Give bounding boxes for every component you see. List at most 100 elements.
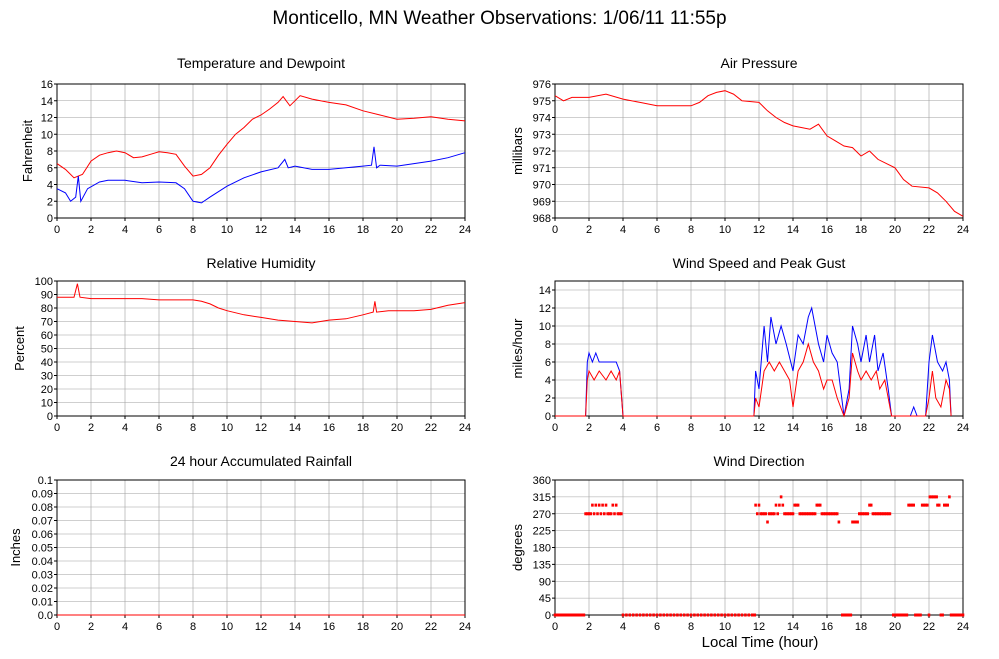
chart-5-series-0-point [817, 503, 820, 507]
chart-5-series-0-point [856, 520, 859, 524]
chart-5-x-tick-label: 20 [889, 621, 901, 633]
chart-3-series-1-line [555, 342, 952, 418]
chart-2-x-tick-label: 10 [221, 422, 233, 434]
chart-5-series-0-point [609, 512, 613, 516]
chart-5-series-0-point [682, 613, 686, 617]
chart-0-y-tick-label: 10 [41, 129, 53, 141]
chart-2-y-tick-label: 70 [41, 317, 53, 329]
chart-5-series-0-point [754, 503, 757, 507]
chart-1-y-tick-label: 969 [533, 196, 551, 208]
chart-5-series-0-point [604, 503, 608, 507]
chart-panel-1: 0 2 4 6 8 10 12 14 16 18 20 22 249689699709719729739… [510, 55, 969, 236]
chart-5-x-tick-label: 0 [552, 621, 558, 633]
chart-5-series-0-point [767, 512, 771, 516]
chart-1-x-tick-label: 18 [855, 224, 867, 236]
chart-5-series-0-point [631, 613, 635, 617]
chart-5-series-0-point [798, 512, 802, 516]
chart-3-x-tick-label: 12 [753, 422, 765, 434]
chart-5-series-0-point [783, 512, 786, 516]
chart-5-series-0-point [577, 613, 581, 617]
chart-5-series-0-point [791, 512, 795, 516]
chart-1-y-tick-label: 976 [533, 79, 551, 91]
chart-5-series-0-point [943, 503, 946, 507]
chart-5-series-0-point [897, 613, 900, 617]
chart-2-x-tick-label: 0 [54, 422, 60, 434]
chart-2-x-tick-label: 2 [88, 422, 94, 434]
chart-5-series-0-point [645, 613, 649, 617]
chart-4-x-tick-label: 12 [255, 621, 267, 633]
chart-5-series-0-point [941, 613, 944, 617]
chart-3-y-tick-label: 6 [545, 357, 551, 369]
chart-5-series-0-point [824, 512, 827, 516]
chart-5-series-0-point [920, 503, 924, 507]
chart-5-series-0-point [737, 613, 740, 617]
chart-3-x-tick-label: 22 [923, 422, 935, 434]
chart-3-title: Wind Speed and Peak Gust [673, 255, 846, 271]
chart-5-series-0-point [834, 512, 837, 516]
chart-1-x-tick-label: 20 [889, 224, 901, 236]
chart-5-series-0-point [648, 613, 652, 617]
chart-5-series-0-point [832, 512, 836, 516]
chart-5-series-0-point [703, 613, 706, 617]
chart-0-x-tick-label: 8 [190, 224, 196, 236]
chart-1-x-tick-label: 14 [787, 224, 799, 236]
chart-5-series-0-point [953, 613, 956, 617]
chart-5-series-0-point [584, 512, 587, 516]
chart-5-series-0-point [961, 613, 965, 617]
chart-5-title: Wind Direction [713, 453, 804, 469]
chart-5-series-0-point [866, 512, 870, 516]
chart-5-series-0-point [779, 495, 783, 499]
chart-5-series-0-point [608, 512, 611, 516]
chart-5-series-0-point [773, 512, 776, 516]
chart-5-series-0-point [569, 613, 572, 617]
chart-1-y-tick-label: 968 [533, 213, 551, 225]
chart-5-series-0-point [580, 613, 584, 617]
chart-1-x-tick-label: 6 [654, 224, 660, 236]
chart-5-series-0-point [586, 512, 589, 516]
chart-5-series-0-point [812, 512, 815, 516]
chart-5-series-0-point [756, 512, 759, 516]
x-axis-title: Local Time (hour) [701, 634, 819, 651]
chart-1-y-axis-label: millibars [510, 127, 525, 175]
chart-5-series-0-point [652, 613, 655, 617]
chart-5-series-0-point [620, 512, 623, 516]
chart-5-series-0-point [733, 613, 737, 617]
chart-5-series-0-point [565, 613, 569, 617]
chart-5-series-0-point [589, 512, 592, 516]
chart-5-series-0-point [915, 613, 919, 617]
chart-5-series-0-point [793, 503, 796, 507]
chart-0-x-tick-label: 24 [459, 224, 471, 236]
chart-5-x-tick-label: 2 [586, 621, 592, 633]
chart-0-y-tick-label: 12 [41, 113, 53, 125]
chart-4-y-tick-label: 0.08 [32, 502, 53, 514]
chart-5-series-0-point [917, 613, 921, 617]
chart-5-y-tick-label: 135 [533, 559, 551, 571]
chart-5-series-0-point [931, 495, 935, 499]
chart-5-series-0-point [818, 503, 822, 507]
chart-5-series-0-point [665, 613, 669, 617]
chart-5-series-0-point [727, 613, 730, 617]
chart-5-series-0-point [601, 503, 604, 507]
chart-4-x-tick-label: 0 [54, 621, 60, 633]
chart-4-x-tick-label: 4 [122, 621, 128, 633]
chart-3-x-tick-label: 14 [787, 422, 799, 434]
chart-0-y-tick-label: 2 [47, 196, 53, 208]
chart-5-x-tick-label: 6 [654, 621, 660, 633]
chart-2-y-tick-label: 30 [41, 371, 53, 383]
chart-5-series-0-point [912, 503, 915, 507]
chart-0-x-tick-label: 18 [357, 224, 369, 236]
chart-5-series-0-point [774, 503, 778, 507]
chart-5-series-0-point [922, 503, 926, 507]
chart-5-series-0-point [960, 613, 963, 617]
chart-3-x-tick-label: 20 [889, 422, 901, 434]
chart-5-series-0-point [710, 613, 713, 617]
chart-4-y-tick-label: 0.0 [38, 610, 53, 622]
chart-5-series-0-point [909, 503, 912, 507]
chart-0-y-tick-label: 0 [47, 213, 53, 225]
chart-5-series-0-point [844, 613, 847, 617]
chart-5-series-0-point [914, 613, 917, 617]
chart-panel-2: 0 2 4 6 8 10 12 14 16 18 20 22 240102030405060708090… [12, 255, 471, 434]
chart-3-x-tick-label: 8 [688, 422, 694, 434]
chart-4-y-axis-label: Inches [8, 528, 23, 567]
